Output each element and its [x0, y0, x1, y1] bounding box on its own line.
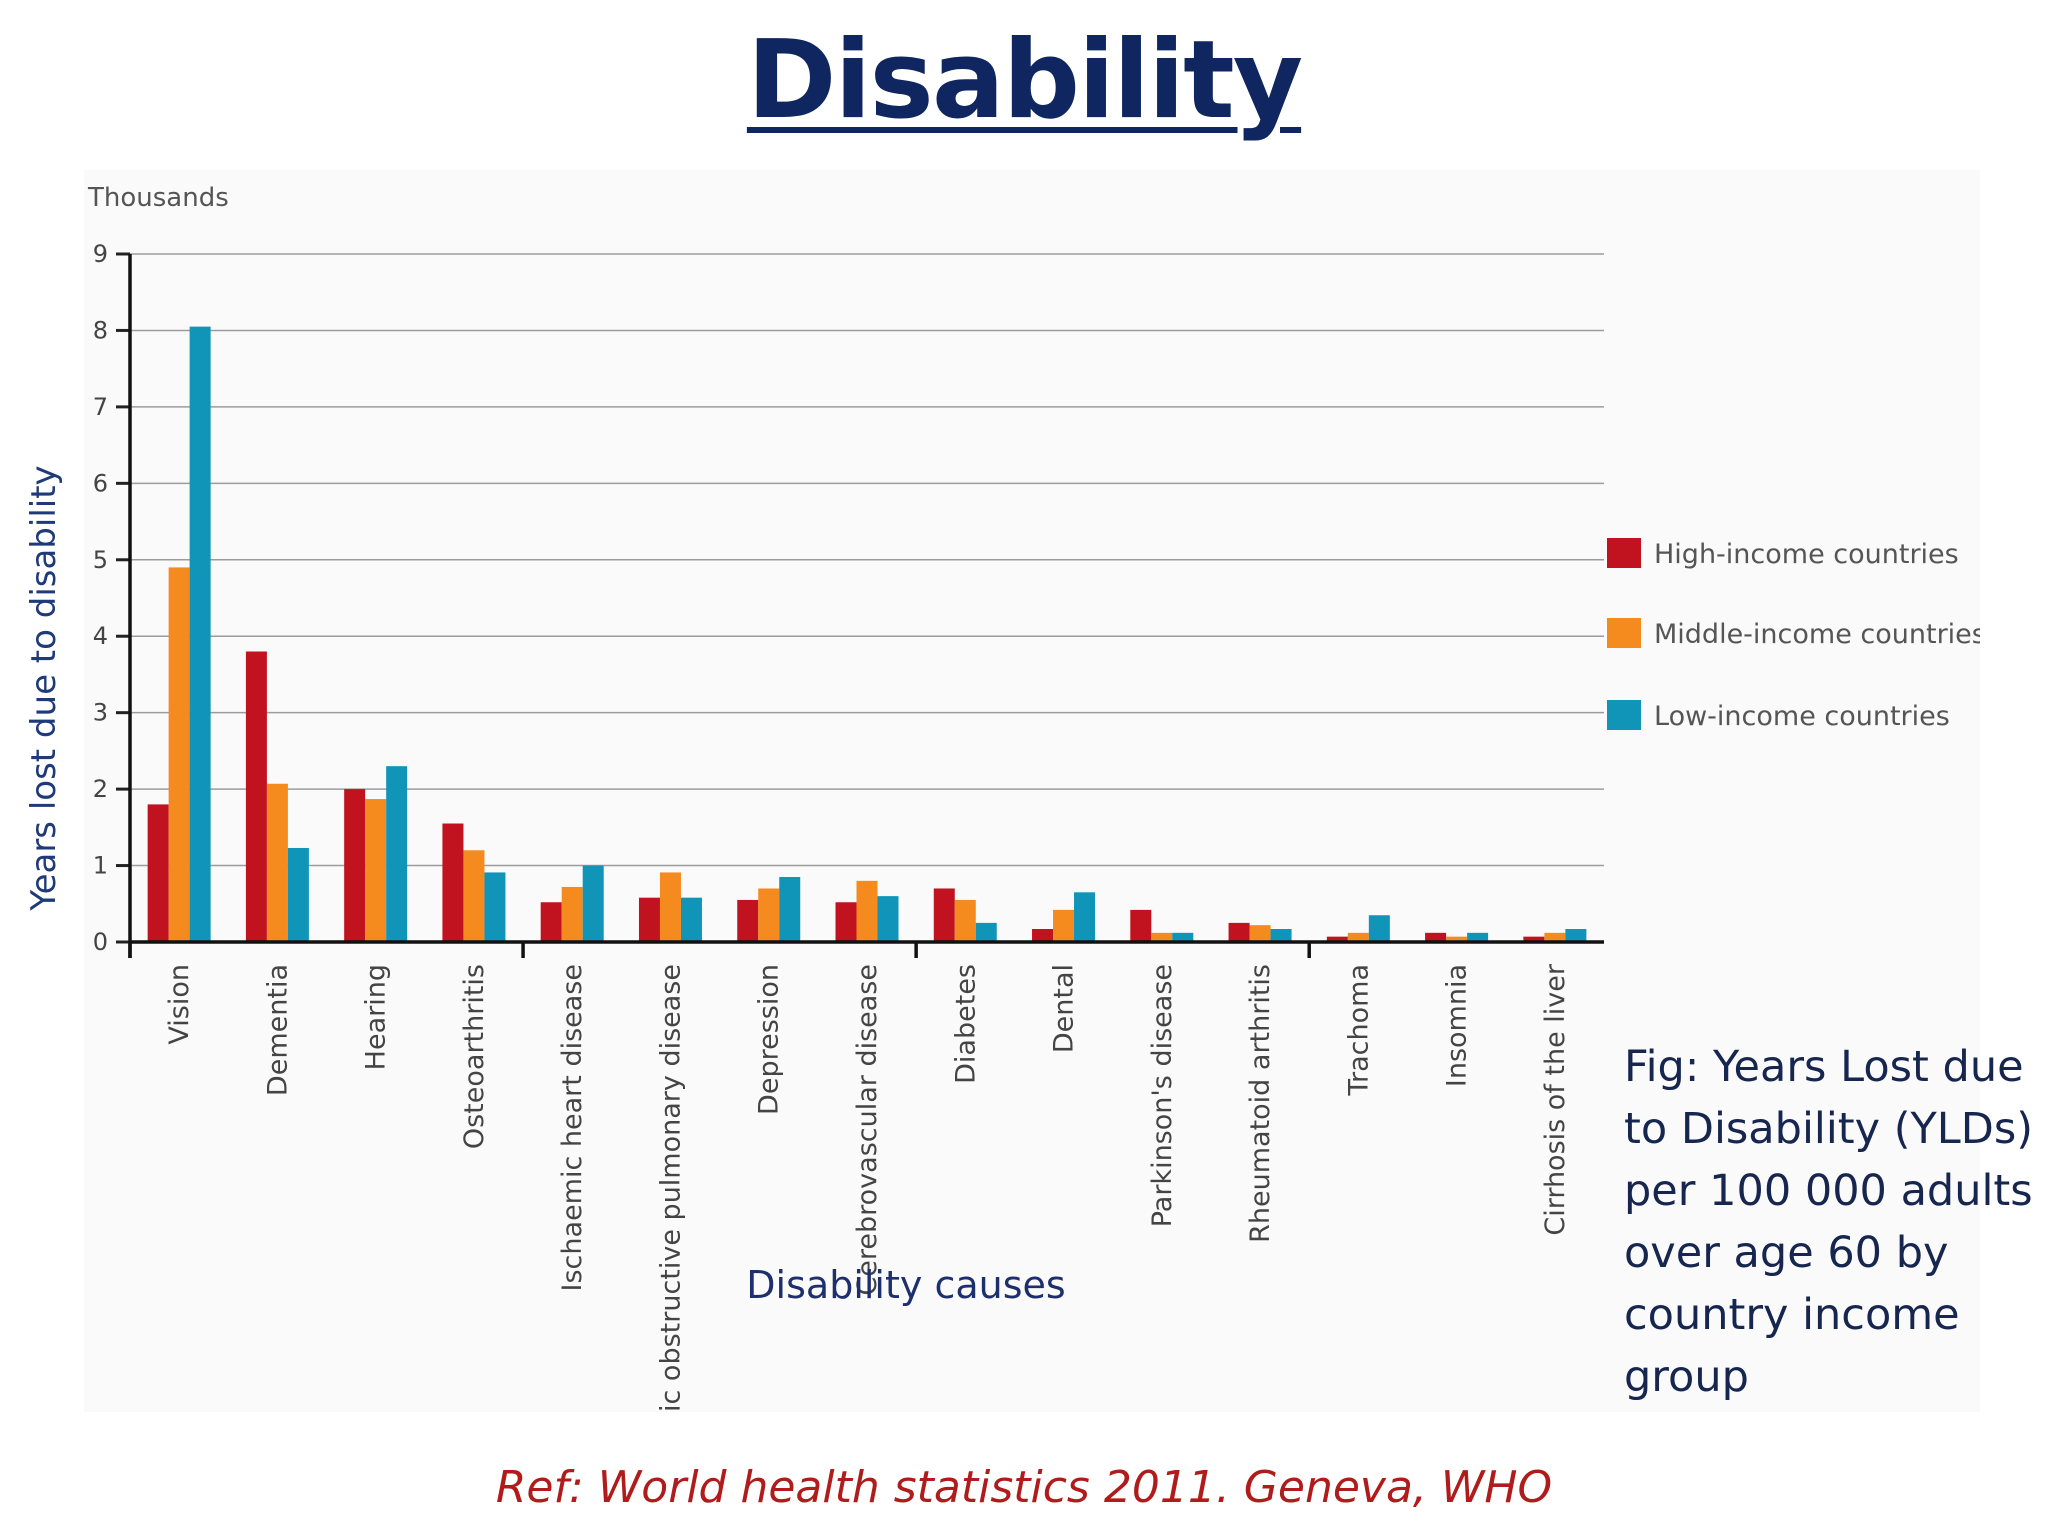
reference-text: Ref: World health statistics 2011. Genev… — [495, 1462, 1553, 1513]
bar-middle — [659, 872, 681, 942]
gridlines — [130, 253, 1604, 867]
bar-high — [1032, 929, 1054, 942]
x-axis-label: Disability causes — [746, 1263, 1065, 1307]
x-category-label: Trachoma — [1343, 964, 1374, 1097]
x-category-label: Cirrhosis of the liver — [1540, 963, 1571, 1236]
bar-low — [779, 877, 801, 942]
bar-high — [933, 888, 955, 942]
axes — [116, 252, 1604, 958]
x-category-label: Parkinson's disease — [1147, 964, 1178, 1227]
y-tick-label: 1 — [93, 852, 108, 880]
x-category-label: Hearing — [361, 964, 392, 1070]
bar-middle — [856, 880, 878, 942]
legend-swatch — [1607, 538, 1641, 568]
x-category-labels: Vision Dementia Hearing Osteoarthritis Ischa… — [164, 963, 1571, 1412]
bar-high — [638, 897, 660, 942]
bar-low — [877, 896, 899, 942]
bar-middle — [1151, 932, 1173, 942]
bar-low — [484, 872, 506, 942]
y-tick-label: 7 — [93, 393, 108, 421]
x-category-label: Insomnia — [1442, 964, 1473, 1087]
bar-high — [737, 899, 759, 942]
bar-low — [1270, 929, 1292, 942]
bar-low — [1467, 932, 1489, 942]
y-tick-label: 5 — [93, 546, 108, 574]
x-category-label: Chronic obstructive pulmonary disease — [655, 964, 686, 1412]
x-category-label: Cerebrovascular disease — [852, 964, 883, 1296]
units-label: Thousands — [87, 183, 229, 213]
bar-low — [189, 326, 211, 943]
bar-middle — [1446, 936, 1468, 942]
y-tick-label: 8 — [93, 316, 108, 344]
x-category-label: Vision — [164, 964, 195, 1045]
y-tick-labels: 0 1 2 3 4 5 6 7 8 9 — [93, 240, 108, 956]
bar-high — [147, 804, 169, 942]
legend-label: High-income countries — [1654, 539, 1959, 570]
bar-middle — [463, 850, 485, 942]
x-category-label: Osteoarthritis — [459, 964, 490, 1149]
x-category-label: Diabetes — [950, 964, 981, 1084]
bar-middle — [1053, 909, 1075, 942]
x-category-label: Dental — [1049, 964, 1080, 1053]
x-category-label: Dementia — [262, 964, 293, 1096]
bar-high — [1228, 922, 1250, 942]
slide-title: Disability — [0, 18, 2048, 143]
bars — [147, 326, 1587, 943]
bar-middle — [365, 799, 387, 942]
bar-low — [582, 865, 604, 942]
bar-low — [386, 766, 408, 942]
bar-middle — [168, 567, 190, 942]
legend-label: Middle-income countries — [1654, 619, 1980, 650]
bar-low — [975, 922, 997, 942]
bar-middle — [954, 899, 976, 942]
bar-high — [1326, 936, 1348, 942]
y-tick-label: 6 — [93, 469, 108, 497]
bar-middle — [1249, 925, 1271, 942]
bar-middle — [758, 888, 780, 942]
bar-high — [245, 651, 267, 942]
bar-middle — [266, 783, 288, 942]
bar-high — [1425, 932, 1447, 942]
y-tick-label: 0 — [93, 928, 108, 956]
y-tick-label: 3 — [93, 699, 108, 727]
chart-panel: Thousands 0 1 2 3 4 5 6 7 8 9 Vision Dementia Heari… — [84, 170, 1980, 1412]
bar-high — [442, 823, 464, 942]
y-axis-label-container: Years lost due to disability — [24, 465, 64, 911]
bar-high — [344, 789, 366, 942]
legend: High-income countries Middle-income count… — [1607, 538, 1980, 732]
bar-low — [680, 897, 702, 942]
bar-low — [1368, 915, 1390, 942]
bar-chart: Thousands 0 1 2 3 4 5 6 7 8 9 Vision Dementia Heari… — [87, 183, 1980, 1412]
legend-swatch — [1607, 700, 1641, 730]
legend-label: Low-income countries — [1654, 701, 1950, 732]
bar-high — [1130, 909, 1152, 942]
bar-middle — [1544, 932, 1566, 942]
bar-middle — [561, 886, 583, 942]
legend-swatch — [1607, 618, 1641, 648]
bar-high — [540, 902, 562, 942]
bar-middle — [1347, 932, 1369, 942]
x-category-label: Depression — [754, 964, 785, 1115]
bar-low — [287, 847, 309, 942]
bar-high — [1523, 936, 1545, 942]
y-tick-label: 4 — [93, 622, 108, 650]
y-tick-label: 2 — [93, 775, 108, 803]
x-category-label: Rheumatoid arthritis — [1245, 964, 1276, 1243]
y-axis-label: Years lost due to disability — [24, 465, 64, 911]
bar-low — [1074, 892, 1096, 942]
slide-title-text: Disability — [746, 18, 1303, 143]
figure-caption: Fig: Years Lost due to Disability (YLDs)… — [1624, 1042, 2034, 1402]
bar-low — [1565, 929, 1587, 942]
bar-low — [1172, 932, 1194, 942]
y-tick-label: 9 — [93, 240, 108, 268]
x-category-label: Ischaemic heart disease — [557, 964, 588, 1291]
bar-high — [835, 902, 857, 942]
